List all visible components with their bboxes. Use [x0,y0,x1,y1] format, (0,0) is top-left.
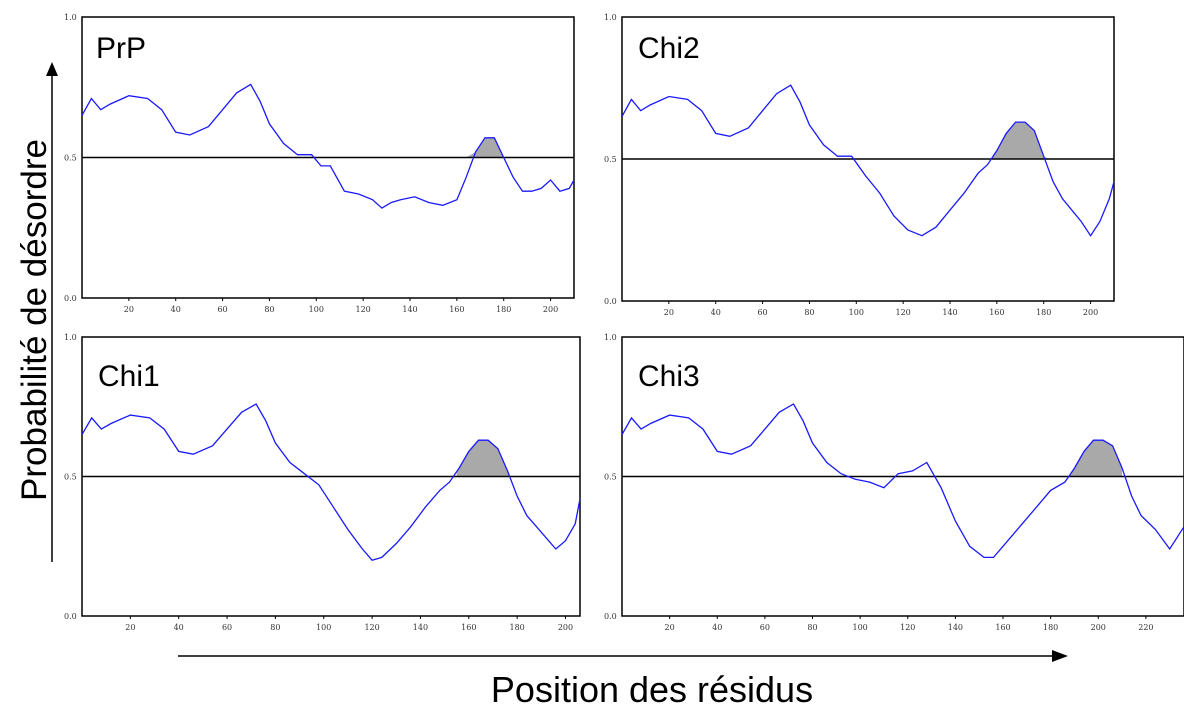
y-tick-label: 0.5 [64,154,77,163]
x-tick-label: 60 [222,623,232,632]
shaded-disorder-region [992,122,1049,159]
x-tick-label: 140 [948,623,963,632]
x-tick-label: 20 [664,308,674,317]
y-tick-label: 0.5 [604,473,617,482]
x-axis-arrow [178,650,1068,662]
x-tick-label: 80 [264,305,274,314]
y-tick-label: 1.0 [64,13,77,22]
y-tick-label: 0.5 [64,473,77,482]
y-tick-label: 0.0 [64,612,77,621]
y-tick-label: 0.5 [604,155,617,164]
y-tick-label: 0.0 [604,612,617,621]
x-tick-label: 140 [402,305,417,314]
x-tick-label: 100 [309,305,324,314]
x-tick-label: 180 [1043,623,1058,632]
x-tick-label: 100 [316,623,331,632]
x-tick-label: 200 [558,623,573,632]
x-tick-label: 80 [807,623,817,632]
x-tick-label: 100 [852,623,867,632]
disorder-series-line [621,84,1115,237]
x-tick-label: 40 [712,623,722,632]
panel-chi3: Chi3 0.0 0.5 1.0 20 40 60 80 100 120 140 160 180 200… [604,333,1184,632]
x-tick-label: 40 [711,308,721,317]
x-tick-label: 20 [124,305,134,314]
x-tick-label: 200 [1083,308,1098,317]
x-tick-label: 120 [896,308,911,317]
x-tick-label: 140 [942,308,957,317]
x-tick-label: 40 [174,623,184,632]
x-tick-label: 140 [413,623,428,632]
panel-chi1: Chi1 0.0 0.5 1.0 20 40 60 80 100 120 140 160 180 200 [64,333,581,632]
panel-title: Chi2 [638,32,700,65]
x-tick-label: 180 [510,623,525,632]
x-axis-label: Position des résidus [491,669,813,704]
x-tick-label: 20 [665,623,675,632]
x-tick-label: 60 [760,623,770,632]
x-tick-label: 80 [270,623,280,632]
y-axis-arrow [46,62,58,562]
x-tick-label: 220 [1138,623,1153,632]
y-tick-label: 0.0 [64,294,77,303]
x-tick-label: 120 [364,623,379,632]
x-tick-label: 20 [125,623,135,632]
panel-title: Chi3 [638,360,700,393]
y-tick-label: 0.0 [604,297,617,306]
x-tick-label: 180 [496,305,511,314]
x-tick-label: 60 [217,305,227,314]
y-axis-label: Probabilité de désordre [15,139,54,501]
x-tick-label: 120 [900,623,915,632]
y-tick-label: 1.0 [604,333,617,342]
panel-title: PrP [96,32,146,65]
x-tick-label: 160 [989,308,1004,317]
x-tick-label: 160 [449,305,464,314]
x-tick-label: 60 [757,308,767,317]
x-tick-label: 40 [171,305,181,314]
disorder-series-line [621,403,1184,559]
y-tick-label: 1.0 [64,333,77,342]
x-tick-label: 160 [995,623,1010,632]
disorder-series-line [81,403,581,561]
panel-chi2: Chi2 0.0 0.5 1.0 20 40 60 80 100 120 140 160 180 200 [604,13,1115,317]
disorder-series-line [81,83,575,209]
x-tick-label: 100 [849,308,864,317]
x-tick-label: 120 [356,305,371,314]
panel-title: Chi1 [98,360,160,393]
x-tick-label: 200 [1091,623,1106,632]
panel-prp: PrP 0.0 0.5 1.0 20 40 60 80 100 120 140 160 180 200 [64,13,575,314]
shaded-disorder-region [1069,440,1123,477]
shaded-disorder-region [456,440,510,477]
x-tick-label: 180 [1036,308,1051,317]
x-tick-label: 160 [461,623,476,632]
x-tick-label: 200 [543,305,558,314]
shaded-disorder-region [466,137,514,158]
x-tick-label: 80 [804,308,814,317]
y-tick-label: 1.0 [604,13,617,22]
